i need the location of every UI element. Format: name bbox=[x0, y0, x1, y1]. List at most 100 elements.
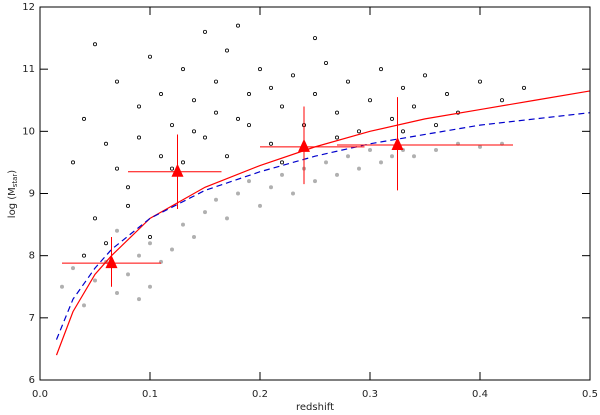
y-axis-label: log (Mstar) bbox=[7, 170, 19, 219]
point bbox=[169, 166, 174, 171]
point bbox=[202, 29, 207, 34]
point bbox=[345, 79, 350, 84]
point bbox=[280, 172, 284, 177]
point bbox=[214, 197, 218, 202]
point bbox=[323, 60, 328, 65]
point bbox=[181, 222, 185, 227]
point bbox=[170, 247, 174, 252]
x-tick-label: 0.2 bbox=[252, 389, 268, 400]
point bbox=[213, 110, 218, 115]
point bbox=[379, 160, 383, 165]
point bbox=[291, 191, 295, 196]
point bbox=[268, 85, 273, 90]
point bbox=[136, 135, 141, 140]
point bbox=[235, 23, 240, 28]
point bbox=[82, 116, 87, 121]
point bbox=[126, 185, 131, 190]
point bbox=[400, 129, 405, 134]
point bbox=[334, 135, 339, 140]
point bbox=[258, 203, 262, 208]
point bbox=[279, 104, 284, 109]
point bbox=[126, 203, 131, 208]
point bbox=[148, 284, 152, 289]
x-tick-label: 0.5 bbox=[582, 389, 598, 400]
point bbox=[378, 67, 383, 72]
point bbox=[71, 266, 75, 271]
point bbox=[346, 154, 350, 159]
point bbox=[246, 92, 251, 97]
point bbox=[224, 48, 229, 53]
point bbox=[192, 235, 196, 240]
plot-frame bbox=[39, 6, 591, 381]
point bbox=[356, 129, 361, 134]
point bbox=[115, 79, 120, 84]
point bbox=[269, 185, 273, 190]
triangle-marker bbox=[298, 138, 310, 152]
point bbox=[158, 92, 163, 97]
point bbox=[334, 110, 339, 115]
point bbox=[60, 284, 64, 289]
point bbox=[268, 141, 273, 146]
point bbox=[93, 42, 98, 47]
point bbox=[247, 179, 251, 184]
triangle-marker bbox=[171, 163, 184, 177]
point bbox=[82, 303, 86, 308]
point bbox=[477, 79, 482, 84]
point bbox=[499, 98, 504, 103]
point bbox=[312, 92, 317, 97]
point bbox=[191, 129, 196, 134]
point bbox=[246, 123, 251, 128]
point bbox=[104, 141, 109, 146]
x-tick-label: 0.3 bbox=[362, 389, 378, 400]
point bbox=[290, 73, 295, 78]
point bbox=[367, 98, 372, 103]
y-tick-label: 9 bbox=[29, 189, 35, 200]
point bbox=[412, 154, 416, 159]
point bbox=[257, 67, 262, 72]
x-axis-label: redshift bbox=[296, 402, 334, 413]
point bbox=[422, 73, 427, 78]
point bbox=[444, 92, 449, 97]
point bbox=[180, 67, 185, 72]
point bbox=[478, 144, 482, 149]
point bbox=[93, 216, 98, 221]
point bbox=[203, 210, 207, 215]
point bbox=[71, 160, 76, 165]
point bbox=[279, 160, 284, 165]
point bbox=[400, 85, 405, 90]
point bbox=[93, 278, 97, 283]
triangle-marker bbox=[391, 137, 404, 151]
point bbox=[357, 166, 361, 171]
point bbox=[225, 216, 229, 221]
point bbox=[180, 160, 185, 165]
point bbox=[148, 241, 152, 246]
point bbox=[126, 272, 130, 277]
y-tick-label: 12 bbox=[22, 2, 35, 13]
point bbox=[169, 123, 174, 128]
point bbox=[335, 172, 339, 177]
point bbox=[368, 147, 372, 152]
x-tick-label: 0.0 bbox=[32, 389, 48, 400]
point bbox=[224, 154, 229, 159]
y-tick-label: 8 bbox=[29, 251, 35, 262]
point bbox=[522, 85, 527, 90]
point bbox=[104, 241, 109, 246]
point bbox=[158, 154, 163, 159]
point bbox=[191, 98, 196, 103]
curve bbox=[55, 90, 591, 356]
x-tick-label: 0.1 bbox=[142, 389, 158, 400]
point bbox=[213, 79, 218, 84]
point bbox=[313, 179, 317, 184]
triangle-marker bbox=[105, 255, 118, 269]
point bbox=[137, 297, 141, 302]
point bbox=[434, 147, 438, 152]
y-tick-label: 6 bbox=[29, 375, 35, 386]
point bbox=[312, 36, 317, 41]
point bbox=[202, 135, 207, 140]
point bbox=[137, 253, 141, 258]
y-tick-label: 11 bbox=[22, 64, 35, 75]
point bbox=[115, 166, 120, 171]
curve bbox=[55, 112, 591, 340]
